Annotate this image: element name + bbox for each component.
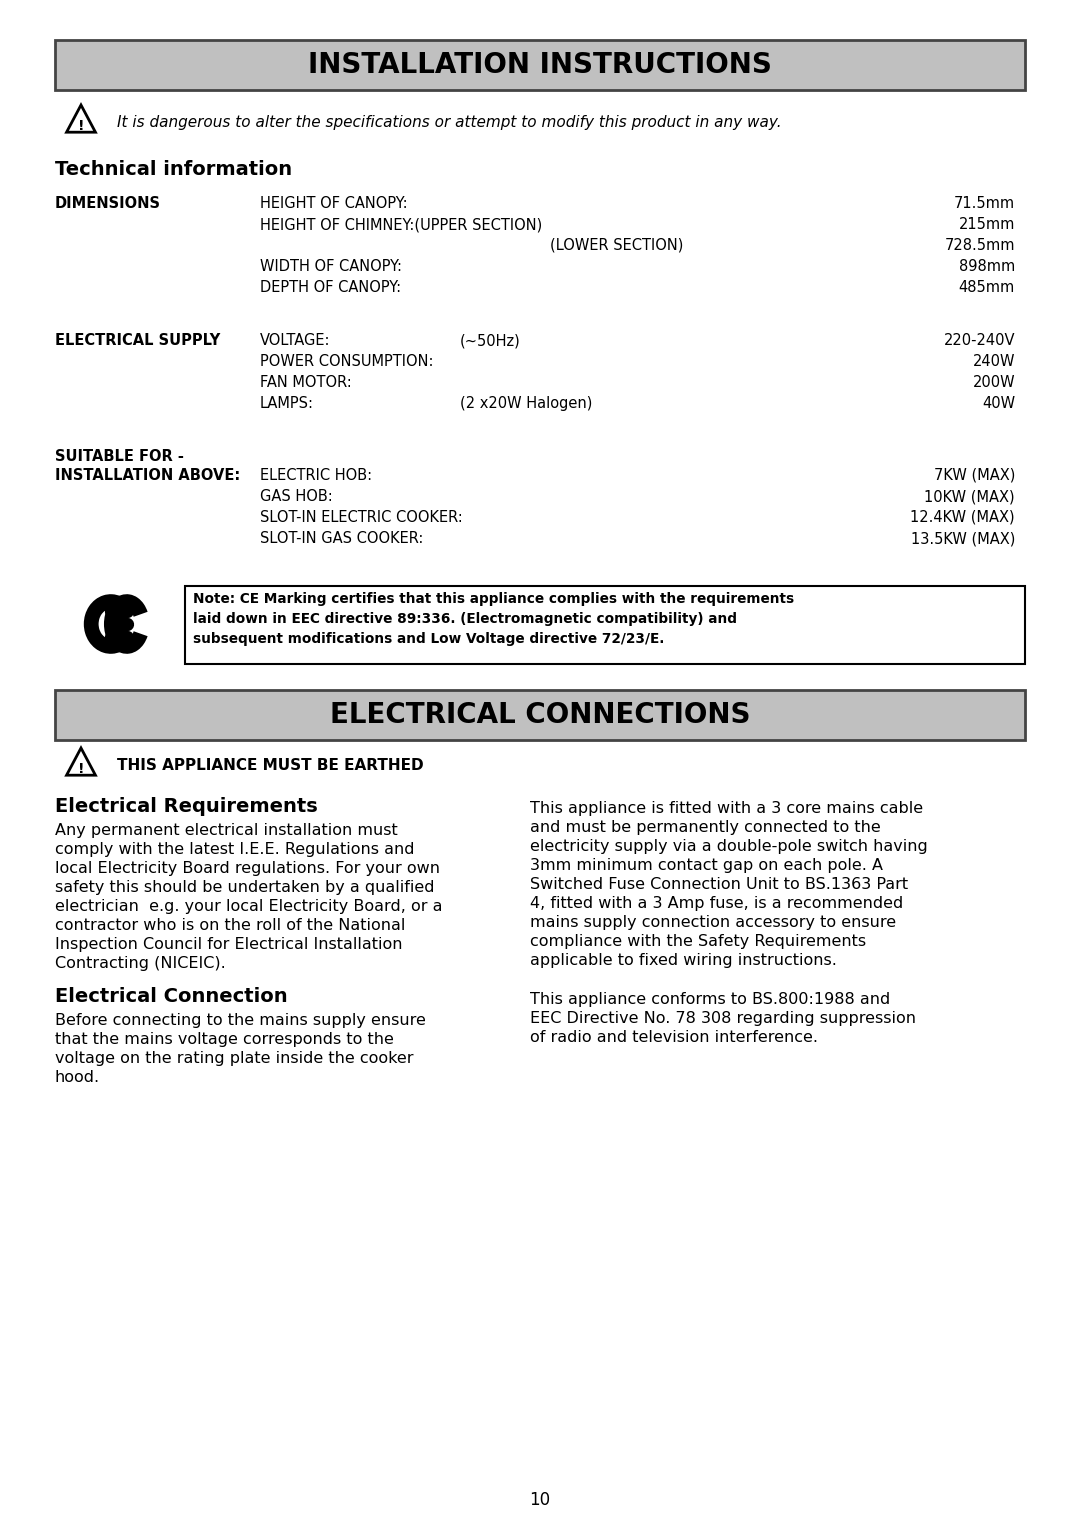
Text: local Electricity Board regulations. For your own: local Electricity Board regulations. For… <box>55 861 440 876</box>
Text: FAN MOTOR:: FAN MOTOR: <box>260 375 352 390</box>
Text: 10: 10 <box>529 1491 551 1509</box>
Text: ELECTRICAL CONNECTIONS: ELECTRICAL CONNECTIONS <box>329 700 751 729</box>
Text: INSTALLATION ABOVE:: INSTALLATION ABOVE: <box>55 468 240 483</box>
Text: LAMPS:: LAMPS: <box>260 396 314 411</box>
Text: Note: CE Marking certifies that this appliance complies with the requirements
la: Note: CE Marking certifies that this app… <box>193 592 794 647</box>
Text: INSTALLATION INSTRUCTIONS: INSTALLATION INSTRUCTIONS <box>308 50 772 80</box>
Text: (LOWER SECTION): (LOWER SECTION) <box>550 239 684 252</box>
Text: 728.5mm: 728.5mm <box>945 239 1015 252</box>
Text: 3mm minimum contact gap on each pole. A: 3mm minimum contact gap on each pole. A <box>530 858 883 873</box>
Text: applicable to fixed wiring instructions.: applicable to fixed wiring instructions. <box>530 953 837 968</box>
Text: GAS HOB:: GAS HOB: <box>260 489 333 505</box>
Text: 485mm: 485mm <box>959 280 1015 295</box>
Text: Contracting (NICEIC).: Contracting (NICEIC). <box>55 956 226 971</box>
Text: This appliance conforms to BS.800:1988 and: This appliance conforms to BS.800:1988 a… <box>530 992 890 1008</box>
Text: !: ! <box>78 119 84 133</box>
Text: ELECTRICAL SUPPLY: ELECTRICAL SUPPLY <box>55 333 220 349</box>
Text: DIMENSIONS: DIMENSIONS <box>55 196 161 211</box>
Text: VOLTAGE:: VOLTAGE: <box>260 333 330 349</box>
Text: THIS APPLIANCE MUST BE EARTHED: THIS APPLIANCE MUST BE EARTHED <box>117 757 423 772</box>
Text: (2 x20W Halogen): (2 x20W Halogen) <box>460 396 592 411</box>
Text: 12.4KW (MAX): 12.4KW (MAX) <box>910 511 1015 524</box>
Text: HEIGHT OF CANOPY:: HEIGHT OF CANOPY: <box>260 196 407 211</box>
Text: Electrical Requirements: Electrical Requirements <box>55 797 318 816</box>
Text: Technical information: Technical information <box>55 161 292 179</box>
Text: electricity supply via a double-pole switch having: electricity supply via a double-pole swi… <box>530 839 928 855</box>
Text: 240W: 240W <box>972 355 1015 368</box>
Text: 40W: 40W <box>982 396 1015 411</box>
Text: Switched Fuse Connection Unit to BS.1363 Part: Switched Fuse Connection Unit to BS.1363… <box>530 878 908 891</box>
Text: SLOT-IN ELECTRIC COOKER:: SLOT-IN ELECTRIC COOKER: <box>260 511 462 524</box>
Text: and must be permanently connected to the: and must be permanently connected to the <box>530 820 881 835</box>
Text: 4, fitted with a 3 Amp fuse, is a recommended: 4, fitted with a 3 Amp fuse, is a recomm… <box>530 896 903 911</box>
Text: 200W: 200W <box>972 375 1015 390</box>
Text: EEC Directive No. 78 308 regarding suppression: EEC Directive No. 78 308 regarding suppr… <box>530 1011 916 1026</box>
FancyBboxPatch shape <box>185 586 1025 664</box>
Text: SUITABLE FOR -: SUITABLE FOR - <box>55 450 184 463</box>
Text: electrician  e.g. your local Electricity Board, or a: electrician e.g. your local Electricity … <box>55 899 443 914</box>
Text: POWER CONSUMPTION:: POWER CONSUMPTION: <box>260 355 433 368</box>
Text: WIDTH OF CANOPY:: WIDTH OF CANOPY: <box>260 258 402 274</box>
Text: 220-240V: 220-240V <box>944 333 1015 349</box>
Text: Inspection Council for Electrical Installation: Inspection Council for Electrical Instal… <box>55 937 403 953</box>
Text: 13.5KW (MAX): 13.5KW (MAX) <box>910 531 1015 546</box>
Text: voltage on the rating plate inside the cooker: voltage on the rating plate inside the c… <box>55 1050 414 1066</box>
Text: (~50Hz): (~50Hz) <box>460 333 521 349</box>
FancyBboxPatch shape <box>55 690 1025 740</box>
Text: 10KW (MAX): 10KW (MAX) <box>924 489 1015 505</box>
Text: mains supply connection accessory to ensure: mains supply connection accessory to ens… <box>530 914 896 930</box>
Text: SLOT-IN GAS COOKER:: SLOT-IN GAS COOKER: <box>260 531 423 546</box>
Text: 215mm: 215mm <box>959 217 1015 232</box>
Text: !: ! <box>78 763 84 777</box>
Text: 71.5mm: 71.5mm <box>954 196 1015 211</box>
Text: ELECTRIC HOB:: ELECTRIC HOB: <box>260 468 373 483</box>
Text: hood.: hood. <box>55 1070 100 1086</box>
Text: compliance with the Safety Requirements: compliance with the Safety Requirements <box>530 934 866 950</box>
Text: HEIGHT OF CHIMNEY:(UPPER SECTION): HEIGHT OF CHIMNEY:(UPPER SECTION) <box>260 217 542 232</box>
Text: that the mains voltage corresponds to the: that the mains voltage corresponds to th… <box>55 1032 394 1047</box>
Text: comply with the latest I.E.E. Regulations and: comply with the latest I.E.E. Regulation… <box>55 842 415 856</box>
Text: Before connecting to the mains supply ensure: Before connecting to the mains supply en… <box>55 1014 426 1027</box>
Text: It is dangerous to alter the specifications or attempt to modify this product in: It is dangerous to alter the specificati… <box>117 115 782 130</box>
Text: contractor who is on the roll of the National: contractor who is on the roll of the Nat… <box>55 917 405 933</box>
Text: Electrical Connection: Electrical Connection <box>55 988 287 1006</box>
Text: 7KW (MAX): 7KW (MAX) <box>933 468 1015 483</box>
FancyBboxPatch shape <box>55 40 1025 90</box>
Text: 898mm: 898mm <box>959 258 1015 274</box>
Text: DEPTH OF CANOPY:: DEPTH OF CANOPY: <box>260 280 401 295</box>
Text: Any permanent electrical installation must: Any permanent electrical installation mu… <box>55 823 397 838</box>
Text: This appliance is fitted with a 3 core mains cable: This appliance is fitted with a 3 core m… <box>530 801 923 816</box>
Text: of radio and television interference.: of radio and television interference. <box>530 1031 818 1044</box>
Text: safety this should be undertaken by a qualified: safety this should be undertaken by a qu… <box>55 881 434 894</box>
